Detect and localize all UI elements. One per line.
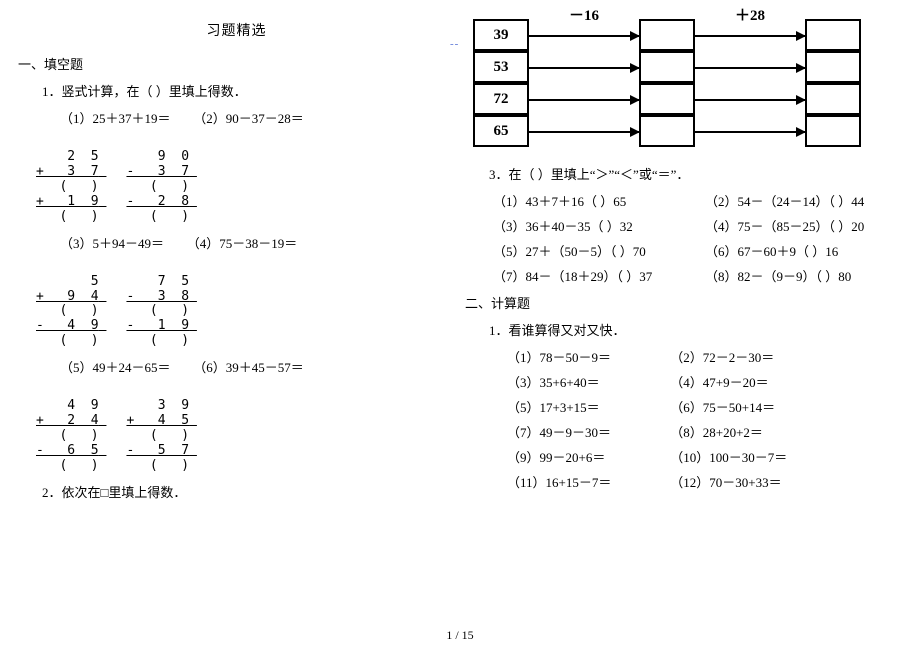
cq-4-0: （9）99－20+6＝ xyxy=(507,447,667,466)
problem-2: 2．依次在□里填上得数． xyxy=(42,482,455,501)
cq-5-1: （12）70－30+33＝ xyxy=(670,475,781,490)
flow-mid-0 xyxy=(639,19,695,51)
cq-row-3: （7）49－9－30＝ （8）28+20+2＝ xyxy=(507,422,902,441)
p1-6: （6）39＋45－57＝ xyxy=(193,360,304,375)
dash-marker: -- xyxy=(450,38,459,50)
page: 习题精选 一、填空题 1．竖式计算，在（ ）里填上得数． （1）25＋37＋19… xyxy=(0,0,920,509)
q3-2-1: （6）67－60＋9（ ）16 xyxy=(705,241,895,260)
q3-row-1: （3）36＋40－35（ ）32 （4）75－（85－25）（ ）20 xyxy=(493,216,902,235)
problem-1-pair-3: （5）49＋24－65＝ （6）39＋45－57＝ xyxy=(60,357,455,376)
flow-row-2: 72 xyxy=(473,84,902,116)
flow-left-1: 53 xyxy=(473,51,529,83)
p1-3: （3）5＋94－49＝ xyxy=(60,236,164,251)
flow-row-3: 65 xyxy=(473,116,902,148)
flow-mid-3 xyxy=(639,115,695,147)
problem-1-pair-1: （1）25＋37＋19＝ （2）90－37－28＝ xyxy=(60,108,455,127)
flow-left-2: 72 xyxy=(473,83,529,115)
arrow-seg: －16 xyxy=(529,22,639,50)
cq-0-0: （1）78－50－9＝ xyxy=(507,347,667,366)
cq-1-1: （4）47+9－20＝ xyxy=(670,375,768,390)
problem-1: 1．竖式计算，在（ ）里填上得数． xyxy=(42,81,455,100)
flow-right-0 xyxy=(805,19,861,51)
cq-row-1: （3）35+6+40＝ （4）47+9－20＝ xyxy=(507,372,902,391)
vcalc-pair-3: 4 9 + 2 4 ( ) - 6 5 ( ) 3 9 + 4 5 ( ) - … xyxy=(36,384,455,474)
vcalc-3a: 4 9 + 2 4 ( ) - 6 5 ( ) xyxy=(36,384,106,474)
cq-row-2: （5）17+3+15＝ （6）75－50+14＝ xyxy=(507,397,902,416)
cq-row-0: （1）78－50－9＝ （2）72－2－30＝ xyxy=(507,347,902,366)
cq-0-1: （2）72－2－30＝ xyxy=(670,350,774,365)
section-2-heading: 二、计算题 xyxy=(465,293,902,312)
flow-left-0: 39 xyxy=(473,19,529,51)
section-1-heading: 一、填空题 xyxy=(18,54,455,73)
vcalc-3b: 3 9 + 4 5 ( ) - 5 7 ( ) xyxy=(126,384,196,474)
vcalc-1a: 2 5 + 3 7 ( ) + 1 9 ( ) xyxy=(36,135,106,225)
vcalc-pair-2: 5 + 9 4 ( ) - 4 9 ( ) 7 5 - 3 8 ( ) - 1 … xyxy=(36,260,455,350)
p1-1: （1）25＋37＋19＝ xyxy=(60,111,171,126)
q3-3-1: （8）82－（9－9）（ ）80 xyxy=(705,266,895,285)
flow-right-2 xyxy=(805,83,861,115)
cq-2-0: （5）17+3+15＝ xyxy=(507,397,667,416)
q3-0-0: （1）43＋7＋16（ ）65 xyxy=(493,191,683,210)
flow-diagram: 39 －16 ＋28 53 72 xyxy=(473,20,902,148)
cq-5-0: （11）16+15－7＝ xyxy=(507,472,667,491)
cq-4-1: （10）100－30－7＝ xyxy=(670,450,787,465)
vcalc-pair-1: 2 5 + 3 7 ( ) + 1 9 ( ) 9 0 - 3 7 ( ) - … xyxy=(36,135,455,225)
flow-mid-2 xyxy=(639,83,695,115)
q3-1-1: （4）75－（85－25）（ ）20 xyxy=(705,216,895,235)
q3-row-2: （5）27＋（50－5）（ ）70 （6）67－60＋9（ ）16 xyxy=(493,241,902,260)
calc-1: 1．看谁算得又对又快． xyxy=(489,320,902,339)
flow-right-1 xyxy=(805,51,861,83)
op-label-2: ＋28 xyxy=(695,4,805,25)
arrow-seg: ＋28 xyxy=(695,22,805,50)
q3-0-1: （2）54－（24－14）（ ）44 xyxy=(705,191,895,210)
cq-3-0: （7）49－9－30＝ xyxy=(507,422,667,441)
cq-2-1: （6）75－50+14＝ xyxy=(670,400,775,415)
vcalc-2a: 5 + 9 4 ( ) - 4 9 ( ) xyxy=(36,260,106,350)
page-title: 习题精选 xyxy=(18,20,455,40)
cq-row-5: （11）16+15－7＝ （12）70－30+33＝ xyxy=(507,472,902,491)
flow-row-0: 39 －16 ＋28 xyxy=(473,20,902,52)
flow-left-3: 65 xyxy=(473,115,529,147)
q3-2-0: （5）27＋（50－5）（ ）70 xyxy=(493,241,683,260)
p1-4: （4）75－38－19＝ xyxy=(187,236,298,251)
cq-1-0: （3）35+6+40＝ xyxy=(507,372,667,391)
p1-2: （2）90－37－28＝ xyxy=(193,111,304,126)
cq-3-1: （8）28+20+2＝ xyxy=(670,425,763,440)
flow-row-1: 53 xyxy=(473,52,902,84)
q3-3-0: （7）84－（18＋29）（ ）37 xyxy=(493,266,683,285)
p1-5: （5）49＋24－65＝ xyxy=(60,360,171,375)
q3-1-0: （3）36＋40－35（ ）32 xyxy=(493,216,683,235)
q3-row-3: （7）84－（18＋29）（ ）37 （8）82－（9－9）（ ）80 xyxy=(493,266,902,285)
vcalc-1b: 9 0 - 3 7 ( ) - 2 8 ( ) xyxy=(126,135,196,225)
problem-3: 3．在（ ）里填上“＞”“＜”或“＝”． xyxy=(489,164,902,183)
q3-row-0: （1）43＋7＋16（ ）65 （2）54－（24－14）（ ）44 xyxy=(493,191,902,210)
problem-1-pair-2: （3）5＋94－49＝ （4）75－38－19＝ xyxy=(60,233,455,252)
page-number: 1 / 15 xyxy=(0,628,920,643)
cq-row-4: （9）99－20+6＝ （10）100－30－7＝ xyxy=(507,447,902,466)
flow-mid-1 xyxy=(639,51,695,83)
op-label-1: －16 xyxy=(529,4,639,25)
vcalc-2b: 7 5 - 3 8 ( ) - 1 9 ( ) xyxy=(126,260,196,350)
flow-right-3 xyxy=(805,115,861,147)
right-column: 39 －16 ＋28 53 72 xyxy=(465,20,902,509)
left-column: 习题精选 一、填空题 1．竖式计算，在（ ）里填上得数． （1）25＋37＋19… xyxy=(18,20,455,509)
